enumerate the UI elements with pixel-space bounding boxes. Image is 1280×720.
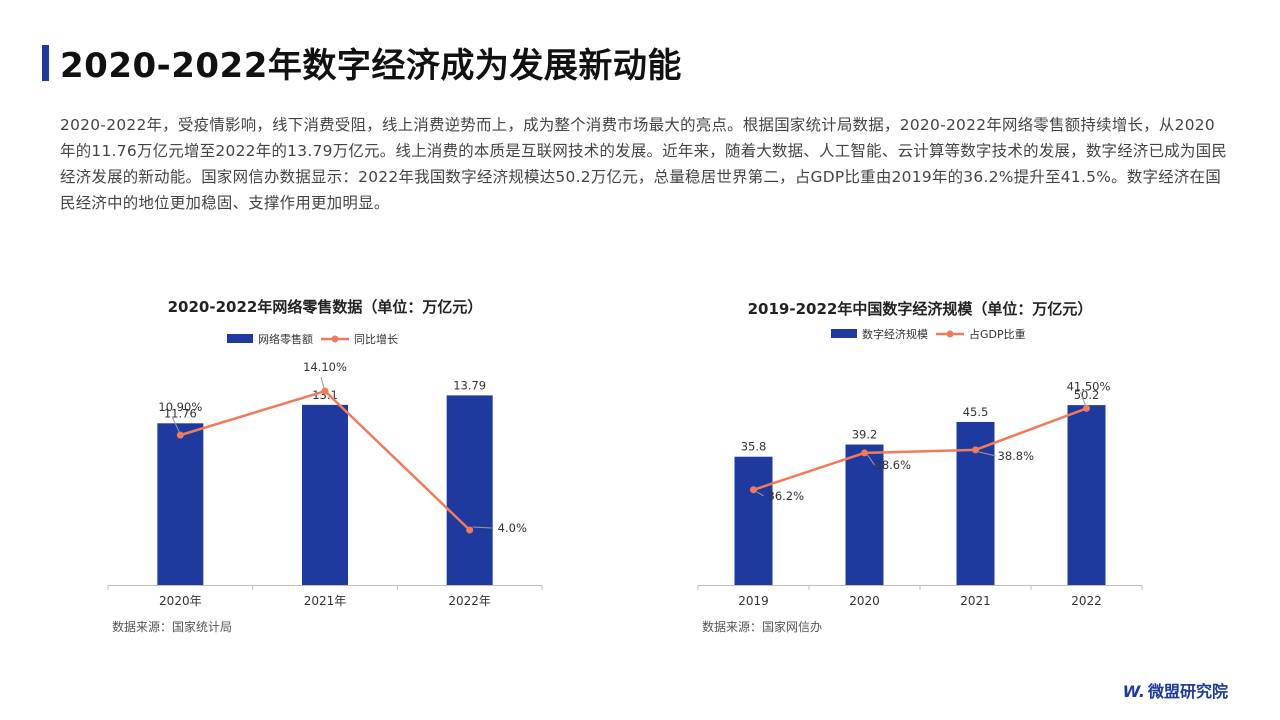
line-value-label: 38.6% (875, 458, 912, 472)
chart-online-retail: 2020-2022年网络零售数据（单位：万亿元） 网络零售额 同比增长 11.76 2… (100, 290, 550, 640)
bar (845, 444, 884, 585)
intro-paragraph: 2020-2022年，受疫情影响，线下消费受阻，线上消费逆势而上，成为整个消费市… (60, 116, 1228, 212)
legend-line-label: 同比增长 (354, 332, 398, 346)
line-label-leader (171, 416, 180, 433)
chart-title: 2019-2022年中国数字经济规模（单位：万亿元） (747, 300, 1093, 318)
line-label-leader (867, 454, 875, 466)
line-point (176, 431, 184, 439)
chart-digital-economy-svg: 数字经济规模 占GDP比重 35.8 2019 39.2 2020 45.5 2021 50.2… (697, 327, 1143, 608)
legend-bar-label: 网络零售额 (258, 332, 313, 346)
chart-online-retail-svg: 网络零售额 同比增长11.762020年13.12021年13.792022年10… (107, 332, 543, 608)
line-point (466, 526, 474, 534)
legend-bar-swatch (227, 334, 253, 343)
line-value-label: 41.50% (1067, 379, 1111, 393)
brand-logo: W. 微盟研究院 (1123, 678, 1228, 702)
line-point (972, 446, 979, 454)
bar-value-label: 35.8 (741, 440, 767, 454)
chart-digital-economy: 2019-2022年中国数字经济规模（单位：万亿元） 数字经济规模 占GDP比重 3… (690, 290, 1150, 640)
chart-source: 数据来源：国家统计局 (112, 620, 233, 634)
x-tick-label: 2022 (1071, 594, 1102, 608)
bar-value-label: 13.79 (453, 378, 486, 392)
line-label-leader (472, 526, 492, 529)
line-value-label: 38.8% (998, 449, 1035, 463)
bar-value-label: 50.2 (1074, 388, 1100, 402)
line-value-label: 4.0% (498, 521, 527, 535)
bar (302, 404, 348, 585)
legend-bar-swatch (831, 329, 857, 338)
line-point (321, 387, 329, 395)
line-label-leader (978, 451, 996, 457)
x-tick-label: 2020年 (159, 594, 202, 608)
page-title: 2020-2022年数字经济成为发展新动能 (60, 46, 682, 86)
line-point (861, 449, 868, 457)
title-accent-bar (42, 45, 49, 81)
legend-line-marker (331, 335, 339, 343)
x-tick-label: 2022年 (448, 594, 491, 608)
chart-source: 数据来源：国家网信办 (702, 620, 823, 634)
logo-text: 微盟研究院 (1147, 682, 1228, 701)
bar-value-label: 39.2 (852, 428, 878, 442)
legend-bar-label: 数字经济规模 (862, 327, 928, 341)
line-label-leader (1080, 392, 1086, 406)
line-label-leader (756, 491, 764, 497)
legend-line-marker (946, 330, 954, 338)
bar (446, 395, 493, 585)
bar-value-label: 45.5 (963, 405, 989, 419)
bar (157, 423, 204, 585)
series-line (753, 407, 1087, 491)
line-value-label: 36.2% (768, 489, 805, 503)
line-point (750, 486, 757, 494)
bar (734, 456, 773, 585)
legend-line-label: 占GDP比重 (969, 327, 1026, 341)
line-value-label: 14.10% (303, 360, 347, 374)
x-tick-label: 2021 (960, 594, 991, 608)
line-value-label: 10.90% (158, 400, 202, 414)
logo-mark: W. (1122, 682, 1145, 701)
x-tick-label: 2019 (738, 594, 769, 608)
x-tick-label: 2021年 (304, 594, 347, 608)
bar (1067, 405, 1106, 585)
bar-value-label: 11.76 (164, 406, 197, 420)
chart-title: 2020-2022年网络零售数据（单位：万亿元） (167, 298, 483, 316)
line-label-leader (320, 376, 325, 389)
line-point (1083, 404, 1090, 412)
x-tick-label: 2020 (849, 594, 880, 608)
